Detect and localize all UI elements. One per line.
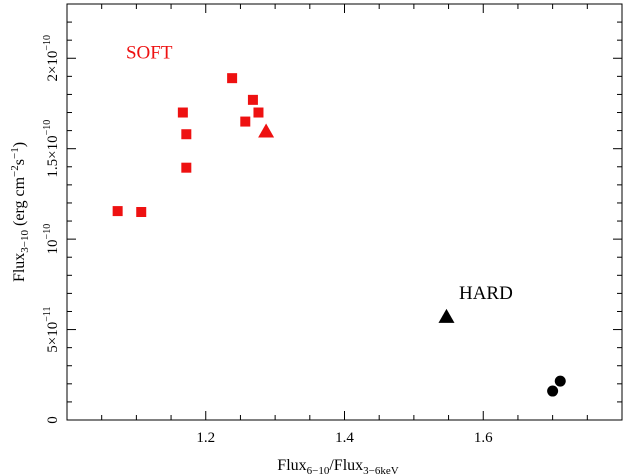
y-tick-label: 2×10−10 — [42, 35, 61, 82]
data-points — [112, 73, 566, 397]
y-tick-label: 10−10 — [42, 224, 61, 255]
axis-ticks — [67, 4, 622, 420]
x-axis-title-sub1: 6−10 — [307, 465, 330, 476]
x-axis-title-base: Flux — [277, 457, 306, 474]
y-tick-label: 0 — [45, 416, 61, 424]
y-tick-label: 5×10−11 — [42, 306, 61, 352]
annotation-hard: HARD — [459, 283, 513, 304]
x-axis-title-sub2: 3−6keV — [363, 465, 399, 476]
y-tick-label: 1.5×10−10 — [42, 120, 61, 178]
triangle-marker — [438, 308, 455, 323]
square-marker — [181, 129, 192, 140]
square-marker — [253, 107, 264, 118]
square-marker — [247, 94, 258, 105]
y-axis-title: Flux3−10 (erg cm−2s−1) — [9, 142, 31, 282]
x-tick-label: 1.6 — [474, 430, 493, 446]
y-axis-title-exp2: −1 — [9, 147, 21, 159]
y-axis-title-unit-close: ) — [11, 142, 28, 147]
x-tick-label: 1.4 — [335, 430, 354, 446]
square-marker — [181, 162, 192, 173]
plot-frame — [66, 3, 623, 421]
y-axis-title-exp1: −2 — [9, 165, 21, 177]
y-axis-title-base: Flux — [11, 253, 28, 282]
x-axis-title: Flux6−10/Flux3−6keV — [277, 457, 398, 476]
y-axis-title-mid: s — [11, 159, 28, 165]
circle-marker — [554, 375, 566, 387]
annotation-soft: SOFT — [126, 42, 173, 63]
square-marker — [112, 206, 123, 217]
x-tick-label: 1.2 — [196, 430, 215, 446]
square-marker — [227, 73, 238, 84]
square-marker — [240, 116, 251, 127]
circle-marker — [547, 385, 559, 397]
y-axis-title-sub: 3−10 — [19, 229, 31, 252]
annotations: SOFT HARD — [126, 42, 513, 304]
x-axis-title-mid: /Flux — [329, 457, 363, 474]
y-tick-labels: 0 5×10−11 10−10 1.5×10−10 2×10−10 — [42, 35, 61, 424]
square-marker — [177, 107, 188, 118]
square-marker — [136, 207, 147, 217]
x-tick-labels: 1.2 1.4 1.6 — [196, 430, 493, 446]
y-axis-title-unit-open: (erg cm — [11, 176, 28, 230]
triangle-marker — [258, 123, 275, 138]
